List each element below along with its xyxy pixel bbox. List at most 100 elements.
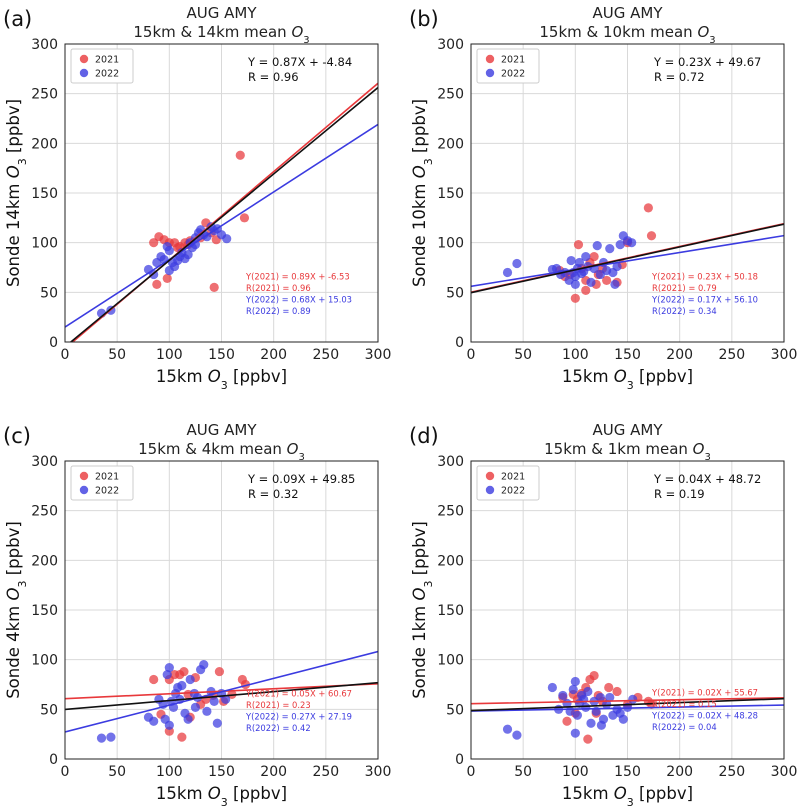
y-tick-label: 0: [49, 335, 58, 351]
data-point-2021: [177, 732, 187, 742]
data-point-2022: [199, 660, 209, 670]
y-tick-label: 250: [31, 87, 58, 103]
x-axis-label: 15km O3 [ppbv]: [156, 367, 287, 392]
data-point-2022: [627, 238, 637, 248]
data-point-2022: [596, 720, 607, 730]
data-point-2022: [212, 718, 222, 728]
axes-frame: [64, 43, 379, 343]
overall-equation: Y = 0.09X + 49.85: [247, 472, 355, 486]
data-point-2021: [581, 285, 591, 295]
x-axis-label-text: 15km: [562, 784, 614, 803]
fit-stat-2021: R(2021) = 0.96: [246, 283, 311, 293]
y-axis-label: Sonde 10km O3 [ppbv]: [410, 99, 435, 287]
chart-title: AUG AMY: [593, 421, 664, 439]
data-point-2022: [177, 680, 187, 691]
data-point-2022: [586, 718, 596, 728]
x-tick-label: 100: [562, 347, 589, 363]
y-axis-unit: [ppbv]: [4, 99, 23, 158]
data-point-2022: [222, 234, 232, 244]
data-point-2022: [183, 714, 193, 724]
data-point-2022: [612, 261, 622, 272]
overall-r: R = 0.19: [654, 487, 705, 501]
data-point-2022: [615, 240, 625, 250]
data-point-2022: [209, 696, 219, 706]
y-tick-label: 150: [31, 186, 58, 202]
data-point-2022: [605, 692, 615, 703]
data-point-2022: [570, 676, 580, 687]
y-axis-label-text: Sonde 10km: [410, 178, 429, 287]
ozone-subscript: 3: [704, 452, 710, 463]
overall-r: R = 0.32: [248, 487, 299, 501]
legend-label: 2022: [95, 69, 119, 80]
x-tick-label: 150: [208, 764, 235, 780]
data-point-2021: [239, 213, 250, 223]
subtitle-text: 15km & 4km mean: [138, 440, 287, 458]
data-point-2022: [581, 702, 591, 712]
ozone-subscript: 3: [221, 796, 228, 806]
data-point-2022: [583, 686, 593, 697]
y-tick-label: 200: [31, 553, 58, 569]
chart-title: AUG AMY: [593, 4, 664, 22]
data-point-2022: [581, 251, 591, 262]
data-point-2022: [572, 710, 583, 720]
data-point-2022: [149, 716, 159, 726]
y-tick-label: 50: [40, 702, 58, 718]
ozone-subscript: 3: [709, 35, 715, 46]
ozone-subscript: 3: [303, 35, 309, 46]
y-axis-label: Sonde 4km O3 [ppbv]: [4, 521, 29, 699]
y-axis-unit: [ppbv]: [410, 521, 429, 580]
ozone-symbol: O: [614, 367, 627, 386]
x-tick-label: 150: [614, 347, 641, 363]
legend-label: 2021: [95, 55, 119, 66]
x-axis-label-text: 15km: [156, 784, 208, 803]
data-point-2022: [183, 249, 193, 260]
chart-subtitle: 15km & 14km mean O3: [133, 23, 309, 46]
data-point-2022: [618, 714, 628, 724]
y-tick-label: 250: [437, 87, 464, 103]
y-tick-label: 50: [446, 285, 464, 301]
fit-stat-2021: Y(2021) = 0.23X + 50.18: [651, 271, 758, 281]
ozone-symbol: O: [697, 23, 709, 41]
data-point-2021: [604, 682, 614, 693]
y-tick-label: 200: [437, 553, 464, 569]
data-point-2022: [602, 699, 612, 709]
panel-label: (b): [409, 7, 439, 31]
fit-stat-2021: R(2021) = 0.23: [246, 700, 311, 710]
overall-r: R = 0.72: [654, 70, 705, 84]
fit-stat-2022: Y(2022) = 0.27X + 27.19: [245, 711, 352, 721]
subtitle-text: 15km & 1km mean: [544, 440, 693, 458]
legend-marker-2022: [485, 485, 495, 495]
x-tick-label: 200: [260, 347, 287, 363]
data-point-2021: [149, 674, 159, 685]
data-point-2021: [589, 251, 599, 262]
ozone-subscript: 3: [298, 452, 304, 463]
chart-title: AUG AMY: [187, 4, 258, 22]
ozone-symbol: O: [410, 165, 429, 178]
data-point-2022: [558, 690, 568, 701]
data-point-2022: [605, 244, 615, 254]
data-point-2022: [579, 694, 589, 705]
ozone-subscript: 3: [221, 379, 228, 392]
panel-label: (d): [409, 424, 439, 448]
y-tick-label: 100: [31, 236, 58, 252]
x-tick-label: 50: [514, 347, 532, 363]
x-axis-unit: [ppbv]: [634, 367, 693, 386]
data-point-2021: [162, 273, 172, 284]
y-tick-label: 50: [446, 702, 464, 718]
y-tick-label: 0: [49, 752, 58, 768]
data-point-2022: [164, 246, 174, 256]
axes-frame: [470, 460, 785, 760]
data-point-2022: [106, 732, 116, 742]
data-point-2022: [164, 720, 174, 730]
x-tick-label: 0: [467, 347, 476, 363]
x-tick-label: 0: [467, 764, 476, 780]
x-tick-label: 300: [365, 347, 392, 363]
fit-line-2022: [65, 123, 378, 328]
x-tick-label: 100: [156, 764, 183, 780]
x-tick-label: 200: [666, 764, 693, 780]
legend-label: 2022: [501, 69, 525, 80]
ozone-symbol: O: [410, 588, 429, 601]
data-point-2022: [202, 706, 212, 716]
y-tick-label: 0: [455, 335, 464, 351]
